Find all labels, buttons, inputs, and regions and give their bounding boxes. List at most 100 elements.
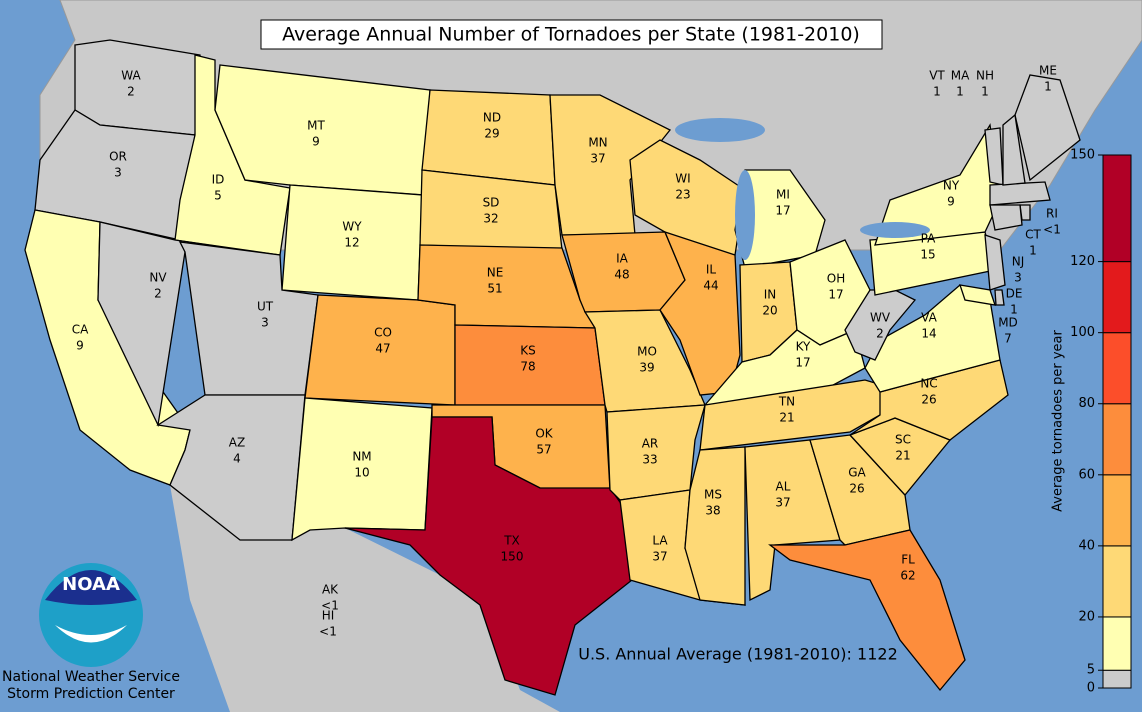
state-value: <1 xyxy=(319,625,337,639)
state-abbr: UT xyxy=(257,300,274,314)
state xyxy=(959,284,996,306)
state-value: 2 xyxy=(876,327,884,341)
state-value: 29 xyxy=(484,127,499,141)
state-value: 150 xyxy=(501,550,524,564)
labels: WA2OR3CA9ID5NV2MT9WY12UT3AZ4CO47NM10ND29… xyxy=(72,64,1061,639)
state-abbr: CT xyxy=(1025,228,1041,242)
state-value: 26 xyxy=(921,393,936,407)
legend-segment xyxy=(1102,669,1132,689)
state-value: 78 xyxy=(520,360,535,374)
state-abbr: KY xyxy=(796,340,811,354)
state-value: 1 xyxy=(956,85,964,99)
state-abbr: MD xyxy=(998,316,1018,330)
state-abbr: NV xyxy=(149,271,167,285)
state-value: 9 xyxy=(76,339,84,353)
state-abbr: MS xyxy=(704,488,722,502)
legend-segment xyxy=(1102,403,1132,476)
state-abbr: AL xyxy=(776,480,791,494)
state-abbr: OK xyxy=(535,427,553,441)
state xyxy=(768,529,966,692)
state-abbr: KS xyxy=(520,344,536,358)
state xyxy=(849,359,1009,441)
state-abbr: OH xyxy=(827,272,845,286)
legend-tick-label: 5 xyxy=(1087,663,1095,678)
state xyxy=(659,230,741,396)
state-value: 1 xyxy=(981,85,989,99)
state-abbr: IA xyxy=(616,252,629,266)
state-value: 51 xyxy=(487,282,502,296)
legend-segment xyxy=(1102,474,1132,547)
state-value: 1 xyxy=(1029,244,1037,258)
state-value: 17 xyxy=(795,356,810,370)
legend-tick-label: 80 xyxy=(1078,396,1095,411)
state-abbr: DE xyxy=(1006,287,1023,301)
state-value: 39 xyxy=(639,361,654,375)
state-value: 3 xyxy=(261,316,269,330)
legend-segment xyxy=(1102,545,1132,618)
state-value: 37 xyxy=(775,496,790,510)
lake xyxy=(675,118,765,142)
state-value: <1 xyxy=(1043,223,1061,237)
state-abbr: AZ xyxy=(229,436,245,450)
legend-tick-label: 40 xyxy=(1078,538,1095,553)
state-abbr: MT xyxy=(307,119,325,133)
state-abbr: WA xyxy=(121,69,141,83)
mexico xyxy=(170,485,560,712)
logo-text: NOAA xyxy=(62,574,120,595)
state-abbr: WY xyxy=(342,220,362,234)
state-abbr: HI xyxy=(322,609,335,623)
state-abbr: NJ xyxy=(1012,255,1025,269)
state-abbr: VT xyxy=(929,69,945,83)
title-box xyxy=(260,19,883,50)
state-value: 37 xyxy=(590,152,605,166)
legend-tick-label: 20 xyxy=(1078,609,1095,624)
legend-tick-label: 120 xyxy=(1070,254,1095,269)
state-abbr: PA xyxy=(921,232,936,246)
lake xyxy=(860,222,930,238)
lake xyxy=(735,170,755,260)
state-value: 14 xyxy=(921,327,936,341)
state xyxy=(549,94,672,236)
state-abbr: AR xyxy=(642,437,659,451)
legend-tick-label: 150 xyxy=(1070,148,1095,163)
state-abbr: ID xyxy=(212,173,225,187)
legend-segment xyxy=(1102,616,1132,671)
state-abbr: IN xyxy=(764,288,777,302)
state-value: 1 xyxy=(933,85,941,99)
state-abbr: RI xyxy=(1046,207,1058,221)
state-abbr: AK xyxy=(322,583,339,597)
state-abbr: CA xyxy=(72,323,89,337)
state-abbr: ME xyxy=(1039,64,1057,78)
state-abbr: OR xyxy=(109,150,127,164)
state-abbr: TN xyxy=(778,395,795,409)
legend-tick-label: 0 xyxy=(1087,681,1095,696)
logo-top xyxy=(45,570,137,605)
state-abbr: SC xyxy=(895,433,911,447)
states xyxy=(24,39,1081,696)
state-value: 17 xyxy=(828,288,843,302)
legend: 0 5 20 40 60 80 100 120 150 xyxy=(1070,148,1132,696)
state xyxy=(344,416,633,696)
state-value: 57 xyxy=(536,443,551,457)
legend-tick-label: 60 xyxy=(1078,467,1095,482)
state-abbr: IL xyxy=(706,263,717,277)
state-value: 47 xyxy=(375,342,390,356)
title: Average Annual Number of Tornadoes per S… xyxy=(282,24,860,46)
state-value: 37 xyxy=(652,550,667,564)
logo-wave xyxy=(55,625,127,643)
state-value: <1 xyxy=(321,599,339,613)
state-abbr: FL xyxy=(901,553,915,567)
legend-segment xyxy=(1102,261,1132,334)
state-value: 5 xyxy=(214,189,222,203)
state-value: 38 xyxy=(705,504,720,518)
state-value: 21 xyxy=(895,449,910,463)
state-value: 1 xyxy=(1010,303,1018,317)
state xyxy=(989,181,1051,206)
legend-segment xyxy=(1102,154,1132,263)
state-abbr: NM xyxy=(352,450,371,464)
state-abbr: WV xyxy=(870,311,891,325)
state-value: 20 xyxy=(762,304,777,318)
state xyxy=(1014,74,1081,182)
state xyxy=(174,54,291,256)
